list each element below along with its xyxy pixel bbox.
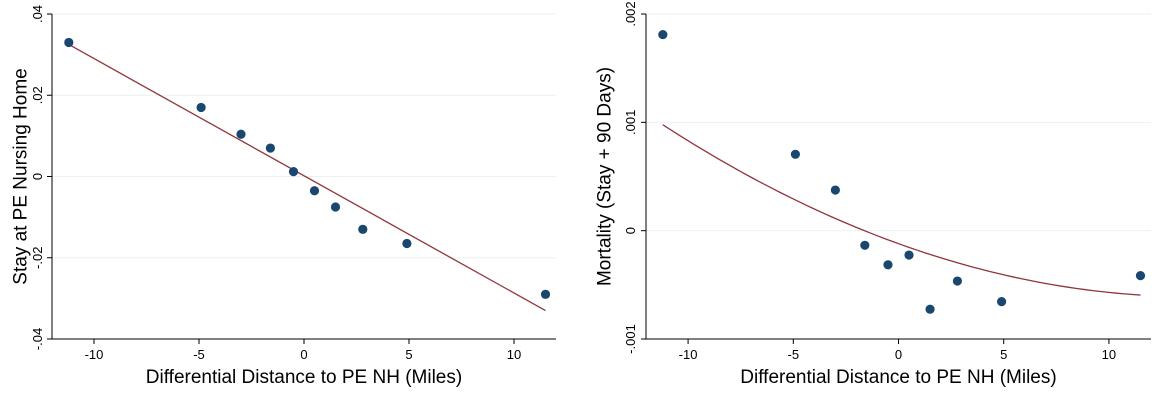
y-tick-label: 0 <box>30 173 45 180</box>
fit-line <box>68 43 546 312</box>
data-point <box>402 238 412 249</box>
x-tick-label: 5 <box>405 347 412 362</box>
x-axis-title: Differential Distance to PE NH (Miles) <box>740 367 1056 388</box>
data-point <box>236 129 246 139</box>
chart-stay-at-pe-nursing-home: -10 -5 0 5 10 -.04 -.02 0 .02 .04 Differential Dis… <box>11 5 556 388</box>
chart-mortality-90-days: -10 -5 0 5 10 -.001 0 .001 .002 Differential Dist… <box>595 1 1151 388</box>
y-tick-label: -.04 <box>30 328 45 350</box>
fit-curve <box>662 124 1141 296</box>
data-point <box>540 289 551 299</box>
data-point <box>904 250 914 260</box>
panel-divider <box>578 0 588 401</box>
y-tick-label: 0 <box>623 227 638 234</box>
x-axis-title: Differential Distance to PE NH (Miles) <box>146 367 462 388</box>
y-tick-label: .001 <box>623 110 638 135</box>
x-tick-label: 10 <box>507 347 521 362</box>
y-tick-label: -.001 <box>623 324 638 354</box>
data-point <box>790 149 800 159</box>
right-chart-panel: -10 -5 0 5 10 -.001 0 .001 .002 Differential Dist… <box>588 0 1169 401</box>
x-tick-label: -5 <box>788 347 800 362</box>
data-point <box>952 276 963 286</box>
x-tick-label: 0 <box>895 347 902 362</box>
y-tick-label: -.02 <box>30 247 45 269</box>
data-point <box>196 102 206 113</box>
left-chart-panel: -10 -5 0 5 10 -.04 -.02 0 .02 .04 Differential Dis… <box>0 0 578 401</box>
data-point <box>330 202 341 212</box>
y-axis-title: Mortality (Stay + 90 Days) <box>595 67 616 286</box>
data-point <box>830 185 840 195</box>
y-tick-label: .04 <box>30 5 45 23</box>
data-point <box>883 260 893 270</box>
data-point <box>925 304 935 314</box>
data-point <box>658 29 668 40</box>
data-point <box>860 240 870 250</box>
data-point <box>1135 271 1146 281</box>
data-point <box>997 297 1007 307</box>
data-point <box>309 186 320 196</box>
x-tick-label: 10 <box>1102 347 1116 362</box>
data-point <box>265 143 275 153</box>
x-tick-label: 5 <box>1000 347 1007 362</box>
y-tick-label: .02 <box>30 86 45 104</box>
data-point <box>64 37 74 48</box>
data-point <box>358 224 368 234</box>
x-tick-label: -10 <box>85 347 104 362</box>
data-point <box>288 167 299 177</box>
x-tick-label: -5 <box>193 347 205 362</box>
x-tick-label: 0 <box>300 347 307 362</box>
x-tick-label: -10 <box>679 347 698 362</box>
y-tick-label: .002 <box>623 1 638 26</box>
y-axis-title: Stay at PE Nursing Home <box>11 68 32 284</box>
